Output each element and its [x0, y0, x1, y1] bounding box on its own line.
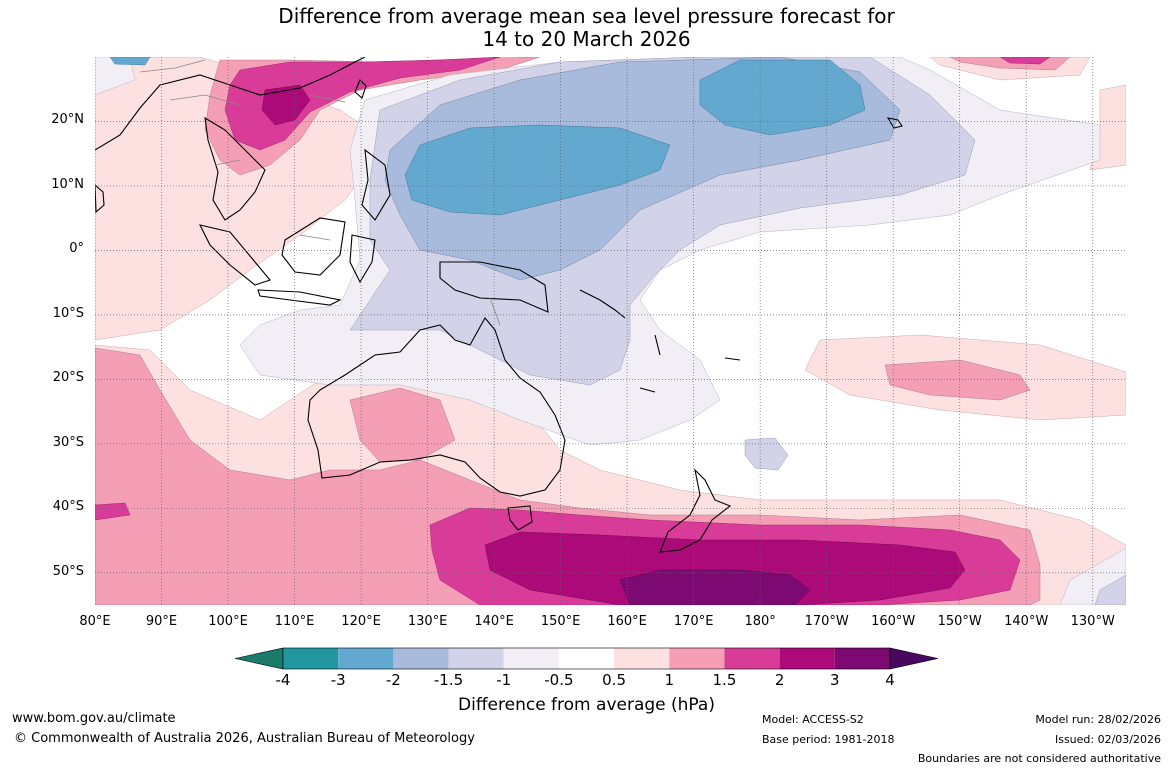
sri-lanka-coastline [95, 184, 105, 214]
new-zealand-coastline [659, 468, 732, 553]
lat-tick-label: 10°S [52, 305, 84, 321]
footer-url[interactable]: www.bom.gov.au/climate [12, 711, 176, 726]
footer-base-period: Base period: 1981-2018 [762, 733, 895, 746]
lon-tick-label: 170°E [673, 614, 714, 629]
colorbar-tick-label: -1 [496, 671, 512, 689]
lon-tick-label: 80°E [79, 614, 111, 629]
colorbar-tick-label: 2 [774, 671, 785, 689]
chart-title-line1: Difference from average mean sea level p… [278, 4, 895, 28]
anomaly-zone-positive-3 [619, 569, 811, 605]
colorbar-tick-label: 4 [885, 671, 895, 689]
colorbar-segment [614, 648, 670, 669]
colorbar-tick-label: 3 [830, 671, 840, 689]
philippines-coastline [361, 148, 391, 221]
country-borders [139, 59, 501, 326]
lon-tick-label: 180° [744, 614, 776, 629]
lon-tick-label: 170°W [804, 614, 849, 629]
forecast-map [95, 57, 1126, 605]
colorbar-extend-min [234, 647, 284, 670]
lon-tick-label: 150°W [937, 614, 982, 629]
lon-tick-label: 140°E [474, 614, 514, 629]
lon-tick-label: 90°E [145, 614, 178, 629]
sulawesi-coastline [349, 234, 376, 284]
colorbar-tick-label: -3 [330, 671, 346, 689]
lon-tick-label: 150°E [540, 614, 581, 629]
colorbar-title: Difference from average (hPa) [458, 695, 715, 715]
colorbar-segment [338, 648, 394, 669]
colorbar-frame [282, 647, 891, 670]
colorbar-tick-label: 0.5 [602, 671, 626, 689]
colorbar-segment [448, 648, 504, 669]
lon-tick-label: 140°W [1004, 614, 1049, 629]
taiwan-coastline [354, 79, 367, 99]
lat-tick-label: 0° [69, 241, 84, 257]
coastlines [95, 57, 903, 553]
colorbar-segment [724, 648, 780, 669]
java-coastline [257, 289, 342, 306]
lon-tick-label: 160°W [871, 614, 916, 629]
colorbar-tick-label: -4 [275, 671, 291, 689]
colorbar-segment [283, 648, 339, 669]
anomaly-zone-negative-2 [109, 57, 866, 216]
lon-tick-label: 130°W [1070, 614, 1115, 629]
colorbar-tick-label: -1.5 [433, 671, 464, 689]
pacific-islands-coastline [579, 289, 741, 393]
lat-tick-label: 40°S [52, 499, 84, 515]
tasmania-coastline [507, 505, 533, 531]
new-guinea-coastline [439, 261, 549, 313]
lon-tick-label: 100°E [208, 614, 248, 629]
hawaii-coastline [886, 117, 903, 129]
colorbar [234, 647, 939, 670]
borneo-coastline [281, 217, 346, 276]
footer-copyright: © Commonwealth of Australia 2026, Austra… [14, 731, 475, 746]
anomaly-zone-positive-2 [261, 84, 966, 605]
footer-issued: Issued: 02/03/2026 [1054, 733, 1161, 746]
colorbar-segment [503, 648, 559, 669]
lon-tick-label: 160°E [607, 614, 647, 629]
sumatra-coastline [198, 224, 271, 286]
colorbar-segment [834, 648, 890, 669]
lat-tick-label: 20°S [52, 370, 84, 386]
colorbar-tick-label: -0.5 [544, 671, 574, 689]
lon-tick-label: 130°E [407, 614, 448, 629]
graticule [95, 57, 1126, 605]
colorbar-segment [558, 648, 615, 669]
asia-mainland-coastline [95, 57, 366, 221]
footer-model-run: Model run: 28/02/2026 [1035, 713, 1161, 726]
colorbar-segment [669, 648, 725, 669]
lon-tick-label: 110°E [274, 614, 315, 629]
colorbar-tick-label: 1.5 [712, 671, 737, 689]
footer-model: Model: ACCESS-S2 [762, 713, 864, 726]
colorbar-segment [393, 648, 449, 669]
lat-tick-label: 10°N [51, 176, 84, 192]
colorbar-segment [779, 648, 835, 669]
colorbar-tick-label: -2 [385, 671, 401, 689]
footer-disclaimer: Boundaries are not considered authoritat… [917, 752, 1161, 765]
lat-tick-label: 30°S [52, 434, 84, 450]
lat-tick-label: 20°N [51, 112, 84, 128]
chart-title-line2: 14 to 20 March 2026 [482, 27, 691, 51]
lon-tick-label: 120°E [341, 614, 381, 629]
colorbar-tick-label: 1 [664, 671, 675, 689]
lat-tick-label: 50°S [52, 563, 84, 579]
colorbar-extend-max [889, 647, 939, 670]
australia-coastline [307, 317, 566, 497]
